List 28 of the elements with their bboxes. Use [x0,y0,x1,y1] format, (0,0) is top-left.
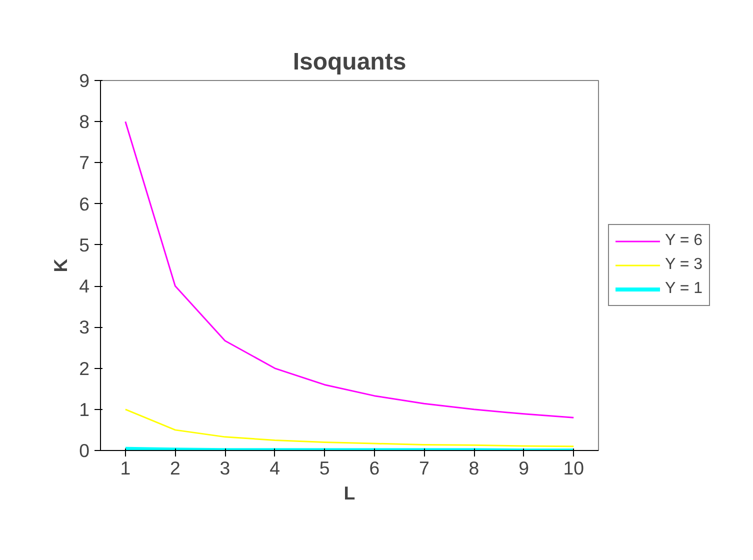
y-tick-label: 3 [79,316,90,338]
line-series [124,408,574,448]
legend-label: Y = 6 [665,232,703,250]
y-tick-label: 8 [79,111,90,132]
y-tick-label: 1 [79,398,90,420]
y-tick-label: 9 [79,70,90,91]
chart-title: Isoquants [292,48,406,76]
y-tick-label: 4 [79,276,90,297]
x-tick-label: 2 [170,458,180,478]
y-tick-label: 7 [79,152,90,174]
x-tick-label: 5 [319,458,330,478]
y-tick-label: 5 [79,234,90,256]
x-axis-title: L [344,482,356,504]
y-tick-label: 0 [79,440,90,461]
x-tick-label: 6 [369,458,380,478]
line-series [124,120,574,418]
y-axis-title: K [50,258,72,272]
x-tick-label: 10 [563,458,584,478]
x-tick-label: 3 [220,458,230,478]
x-tick-label: 4 [270,458,280,478]
legend-label: Y = 1 [665,280,703,298]
y-tick-label: 2 [79,358,90,379]
x-tick-label: 9 [518,458,530,478]
legend-label: Y = 3 [665,256,703,274]
x-tick-label: 1 [120,458,131,478]
x-tick-label: 7 [419,458,430,478]
x-tick-label: 8 [468,458,480,478]
y-tick-label: 6 [79,193,90,214]
